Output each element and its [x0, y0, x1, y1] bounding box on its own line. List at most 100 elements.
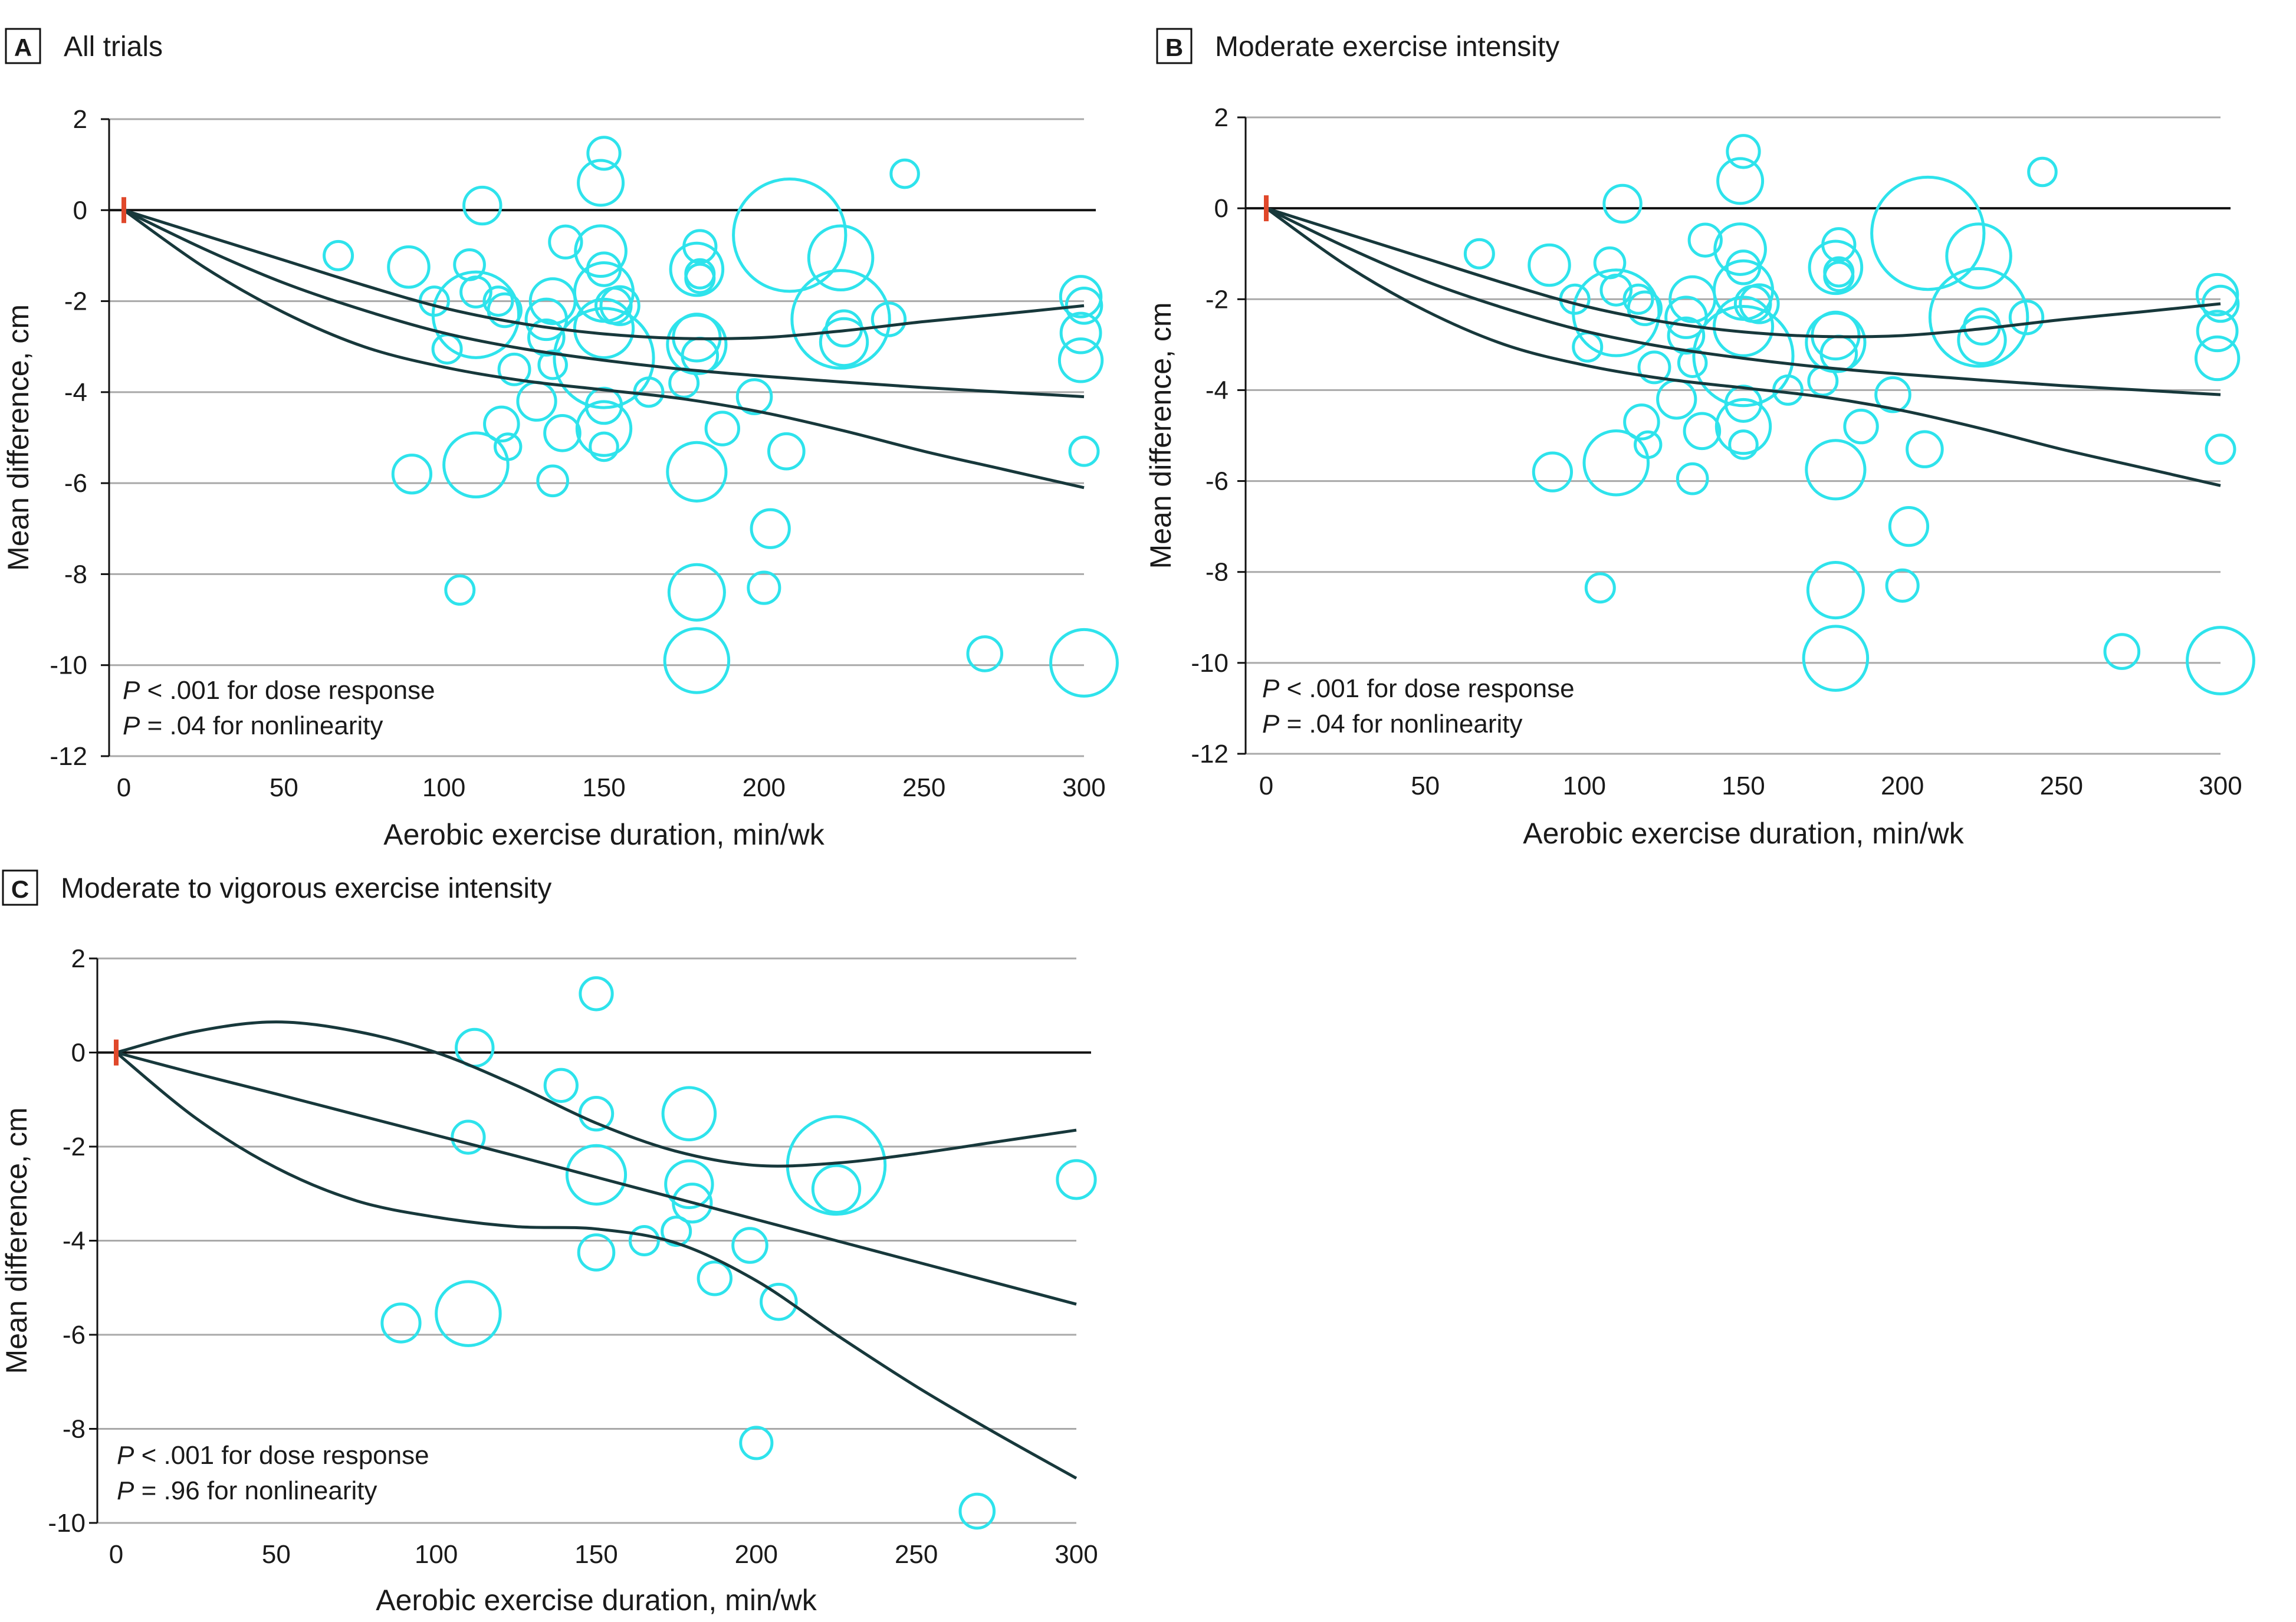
data-point — [1823, 261, 1855, 293]
panel-title: All trials — [64, 31, 163, 63]
curve-upper — [1266, 206, 2221, 339]
data-point — [543, 413, 582, 452]
data-point — [1599, 274, 1633, 307]
x-tick-label: 0 — [109, 1540, 123, 1569]
y-axis-label: Mean difference, cm — [1144, 302, 1177, 569]
data-point — [697, 1260, 733, 1296]
data-point — [735, 378, 773, 415]
data-point — [750, 508, 791, 549]
data-point — [790, 269, 891, 370]
x-tick-label: 250 — [2040, 771, 2083, 800]
data-point — [1532, 451, 1574, 492]
data-point — [2103, 633, 2141, 670]
y-tick-label: -2 — [1206, 285, 1229, 314]
curve-estimate — [1265, 206, 2221, 396]
data-point — [435, 1280, 502, 1347]
data-point — [682, 229, 718, 264]
y-tick-label: -10 — [1191, 649, 1229, 678]
data-point — [451, 1119, 486, 1155]
data-point — [1683, 412, 1722, 451]
annotation-p-symbol: P — [1262, 710, 1280, 738]
data-point — [579, 976, 614, 1012]
y-tick-label: 2 — [73, 105, 87, 134]
y-axis-label: Mean difference, cm — [0, 1107, 33, 1374]
data-point — [2196, 310, 2239, 353]
data-point — [1739, 283, 1780, 324]
y-tick-label: -12 — [1191, 740, 1229, 769]
data-point — [672, 1183, 713, 1224]
curve-upper — [123, 208, 1085, 340]
x-tick-label: 200 — [1881, 771, 1924, 800]
data-point — [1716, 157, 1765, 205]
data-point — [1528, 243, 1571, 287]
data-point — [739, 1426, 774, 1460]
annotation-1: P < .001 for dose response — [117, 1441, 429, 1470]
data-point — [1572, 268, 1661, 357]
data-point — [577, 1233, 616, 1272]
panel-letter: B — [1165, 34, 1183, 61]
data-point — [732, 178, 848, 293]
x-tick-label: 50 — [1411, 771, 1440, 800]
x-axis-label: Aerobic exercise duration, min/wk — [1523, 817, 1965, 850]
data-point — [684, 262, 716, 294]
data-point — [1633, 430, 1663, 459]
data-point — [537, 349, 568, 380]
x-tick-label: 200 — [735, 1540, 778, 1569]
y-tick-label: 2 — [1214, 103, 1229, 132]
data-point — [811, 1164, 862, 1214]
x-tick-label: 0 — [1259, 771, 1273, 800]
data-point — [1627, 290, 1663, 326]
data-point — [1068, 435, 1100, 467]
data-point — [2205, 434, 2236, 465]
annotation-1: P < .001 for dose response — [123, 676, 435, 705]
data-point — [747, 570, 781, 605]
panel-title: Moderate exercise intensity — [1215, 31, 1559, 63]
data-point — [575, 400, 633, 457]
y-tick-label: -6 — [1206, 467, 1229, 496]
x-tick-label: 100 — [415, 1540, 458, 1569]
y-tick-label: -8 — [1206, 558, 1229, 587]
data-point — [1676, 462, 1709, 495]
data-point — [2008, 299, 2045, 336]
curve-estimate — [116, 1051, 1077, 1306]
data-point — [731, 1227, 768, 1264]
data-point — [1843, 408, 1879, 445]
y-tick-label: -10 — [50, 651, 87, 680]
y-tick-label: -2 — [64, 287, 87, 316]
y-tick-label: -4 — [63, 1227, 86, 1256]
data-point — [1808, 239, 1864, 295]
y-tick-label: -6 — [63, 1321, 86, 1350]
data-point — [487, 292, 523, 329]
data-point — [664, 1159, 714, 1209]
data-point — [2186, 626, 2255, 695]
data-point — [1870, 175, 1986, 291]
data-point — [574, 224, 628, 278]
x-tick-label: 100 — [422, 773, 465, 802]
data-point — [578, 1095, 615, 1132]
y-tick-label: -8 — [63, 1415, 86, 1444]
data-point — [2027, 156, 2058, 188]
annotation-p-symbol: P — [123, 711, 140, 740]
data-point — [1623, 403, 1660, 441]
data-point — [482, 285, 514, 317]
data-point — [1928, 267, 2029, 368]
data-point — [667, 563, 726, 622]
x-tick-label: 300 — [2199, 771, 2242, 800]
data-point — [1805, 439, 1867, 501]
data-point — [1667, 316, 1706, 355]
data-point — [704, 411, 740, 446]
curve-lower — [123, 209, 1085, 490]
y-tick-label: -12 — [50, 742, 87, 771]
data-point — [2194, 335, 2241, 382]
panel-title: Moderate to vigorous exercise intensity — [61, 873, 551, 904]
data-point — [669, 241, 725, 297]
data-point — [599, 285, 640, 326]
data-point — [1728, 429, 1759, 460]
data-point — [2201, 284, 2240, 323]
data-point — [1874, 376, 1911, 413]
data-point — [493, 432, 523, 461]
data-point — [1957, 315, 2007, 365]
data-point — [1726, 134, 1761, 169]
